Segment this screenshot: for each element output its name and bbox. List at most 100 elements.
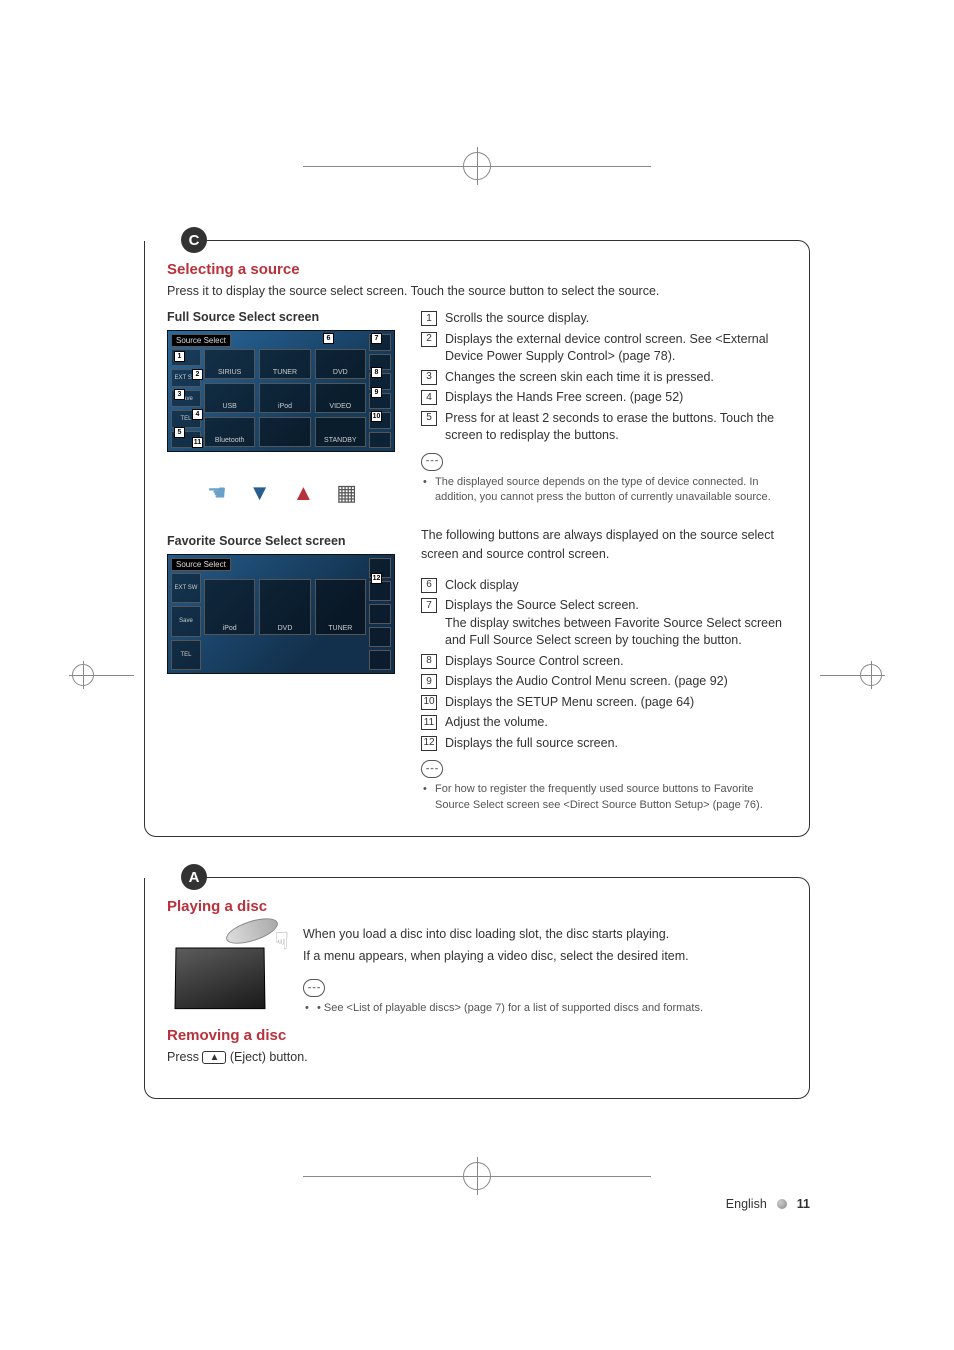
callout-list-top: 1 Scrolls the source display. 2 Displays t…: [421, 310, 787, 445]
device-title: Source Select: [171, 334, 231, 347]
footer-dot-icon: [777, 1199, 787, 1209]
callout-11: 11: [192, 437, 203, 448]
source-cell: STANDBY: [315, 417, 366, 447]
section-c-title: Selecting a source: [167, 261, 787, 278]
source-cell: USB: [204, 383, 255, 413]
remove-post: (Eject) button.: [226, 1050, 307, 1064]
full-source-screen: Source Select EXT SW Save TEL SIRIUS TUN…: [167, 330, 395, 452]
source-grid: SIRIUS TUNER DVD USB iPod VIDEO Bluetoot…: [204, 349, 366, 447]
crop-mark-top: [303, 152, 651, 180]
section-a-title-play: Playing a disc: [167, 898, 787, 915]
note-top: The displayed source depends on the type…: [435, 475, 787, 507]
hand-icon: ☟: [274, 927, 289, 956]
section-badge-a: A: [181, 864, 207, 890]
favorite-source-screen: Source Select EXT SW Save TEL iPod DVD T…: [167, 554, 395, 674]
side-btn: [369, 627, 391, 647]
transition-icons: ☚ ▼ ▲ ▦: [167, 480, 397, 506]
page-content: C Selecting a source Press it to display…: [144, 240, 810, 1139]
callout-5: 5: [174, 427, 185, 438]
section-badge-c: C: [181, 227, 207, 253]
device-illustration: [175, 947, 266, 1009]
section-c-intro: Press it to display the source select sc…: [167, 284, 787, 298]
list-text: Displays the Audio Control Menu screen. …: [445, 673, 787, 691]
num-box: 6: [421, 578, 437, 593]
num-box: 8: [421, 654, 437, 669]
callout-8: 8: [371, 367, 382, 378]
section-c: C Selecting a source Press it to display…: [144, 240, 810, 837]
num-box: 3: [421, 370, 437, 385]
source-cell: Bluetooth: [204, 417, 255, 447]
list-text: Displays the external device control scr…: [445, 331, 787, 366]
source-cell: DVD: [315, 349, 366, 379]
eject-button-icon: ▲: [202, 1051, 226, 1064]
play-note: • See <List of playable discs> (page 7) …: [317, 1001, 787, 1017]
device-left-2: EXT SW Save TEL: [171, 573, 201, 670]
source-cell: DVD: [259, 579, 310, 635]
disc-illustration: ☟: [167, 921, 279, 1009]
callout-2: 2: [192, 369, 203, 380]
note-icon: ⁃⁃⁃: [303, 979, 325, 997]
num-box: 2: [421, 332, 437, 347]
side-btn: [369, 432, 391, 449]
remove-text: Press ▲ (Eject) button.: [167, 1050, 787, 1064]
source-cell: iPod: [204, 579, 255, 635]
play-text-2: If a menu appears, when playing a video …: [303, 947, 787, 965]
fav-grid: iPod DVD TUNER: [204, 579, 366, 635]
callout-9: 9: [371, 387, 382, 398]
num-box: 11: [421, 715, 437, 730]
source-cell: SIRIUS: [204, 349, 255, 379]
note-bottom: For how to register the frequently used …: [435, 782, 787, 814]
list-text: Displays the full source screen.: [445, 735, 787, 753]
source-cell: TUNER: [259, 349, 310, 379]
remove-pre: Press: [167, 1050, 202, 1064]
hand-icon: ☚: [207, 480, 227, 506]
list-text: Press for at least 2 seconds to erase th…: [445, 410, 787, 445]
callout-3: 3: [174, 389, 185, 400]
list-text: Displays the SETUP Menu screen. (page 64…: [445, 694, 787, 712]
section-a: A Playing a disc ☟ When you load a disc …: [144, 877, 810, 1099]
favorite-screen-label: Favorite Source Select screen: [167, 534, 397, 548]
source-cell: VIDEO: [315, 383, 366, 413]
up-arrow-icon: ▲: [292, 480, 314, 506]
side-btn: EXT SW: [171, 573, 201, 603]
registration-right: [820, 664, 882, 686]
play-text-1: When you load a disc into disc loading s…: [303, 925, 787, 943]
crop-mark-bottom: [303, 1162, 651, 1190]
callout-10: 10: [371, 411, 382, 422]
device-title-2: Source Select: [171, 558, 231, 571]
num-box: 12: [421, 736, 437, 751]
source-cell: iPod: [259, 383, 310, 413]
page-footer: English 11: [726, 1197, 810, 1211]
list-text: Displays the Source Select screen. The d…: [445, 597, 787, 650]
source-cell: [259, 417, 310, 447]
side-btn: [369, 604, 391, 624]
registration-left: [72, 664, 134, 686]
num-box: 9: [421, 674, 437, 689]
num-box: 10: [421, 695, 437, 710]
side-btn: TEL: [171, 640, 201, 670]
callout-6: 6: [323, 333, 334, 344]
num-box: 1: [421, 311, 437, 326]
num-box: 5: [421, 411, 437, 426]
note-icon: ⁃⁃⁃: [421, 760, 443, 778]
always-heading: The following buttons are always display…: [421, 526, 787, 562]
grid-icon: ▦: [336, 480, 357, 506]
callout-1: 1: [174, 351, 185, 362]
side-btn: [369, 581, 391, 601]
source-cell: TUNER: [315, 579, 366, 635]
section-a-title-remove: Removing a disc: [167, 1027, 787, 1044]
side-btn: [369, 650, 391, 670]
list-text: Changes the screen skin each time it is …: [445, 369, 787, 387]
side-btn: Save: [171, 606, 201, 636]
callout-12: 12: [371, 573, 382, 584]
note-icon: ⁃⁃⁃: [421, 453, 443, 471]
full-screen-label: Full Source Select screen: [167, 310, 397, 324]
footer-language: English: [726, 1197, 767, 1211]
footer-page: 11: [797, 1197, 810, 1211]
list-text: Clock display: [445, 577, 787, 595]
disc-icon: [223, 913, 281, 949]
list-text: Displays the Hands Free screen. (page 52…: [445, 389, 787, 407]
list-text: Scrolls the source display.: [445, 310, 787, 328]
list-text: Displays Source Control screen.: [445, 653, 787, 671]
callout-4: 4: [192, 409, 203, 420]
